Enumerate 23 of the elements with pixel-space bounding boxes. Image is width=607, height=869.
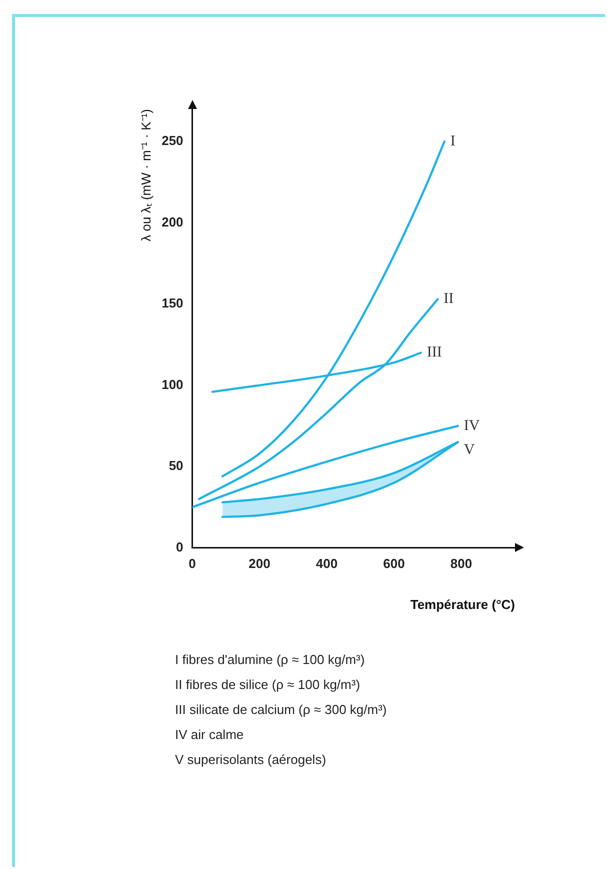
series-label: V [464, 442, 475, 458]
y-axis-title: λ ou λₜ (mW · m⁻¹ · K⁻¹) [138, 109, 154, 242]
text: III silicate de calcium (ρ ≈ 300 kg/m³) [175, 701, 387, 719]
text: V superisolants (aérogels) [175, 751, 328, 769]
y-tick-label: 50 [168, 458, 184, 474]
y-tick-label: 200 [162, 214, 184, 230]
y-tick-label: 150 [162, 296, 184, 311]
x-tick-label: 200 [248, 556, 270, 572]
series-label: I [450, 133, 456, 150]
series-label: II [444, 291, 454, 308]
x-tick-label: 800 [450, 556, 472, 572]
x-tick-label: 0 [188, 556, 196, 572]
y-tick-label: 0 [176, 539, 184, 554]
y-tick-label: 100 [162, 376, 184, 392]
series-label: IV [464, 418, 480, 434]
x-axis-title: Température (°C) [410, 596, 515, 612]
y-tick-label: 250 [162, 133, 184, 148]
text: IV air calme [175, 726, 245, 744]
x-tick-label: 600 [383, 556, 405, 572]
text: I fibres d'alumine (ρ ≈ 100 kg/m³) [175, 651, 366, 669]
x-tick-label: 400 [316, 556, 338, 572]
text: II fibres de silice (ρ ≈ 100 kg/m³) [175, 676, 362, 694]
series-label: III [426, 344, 442, 361]
